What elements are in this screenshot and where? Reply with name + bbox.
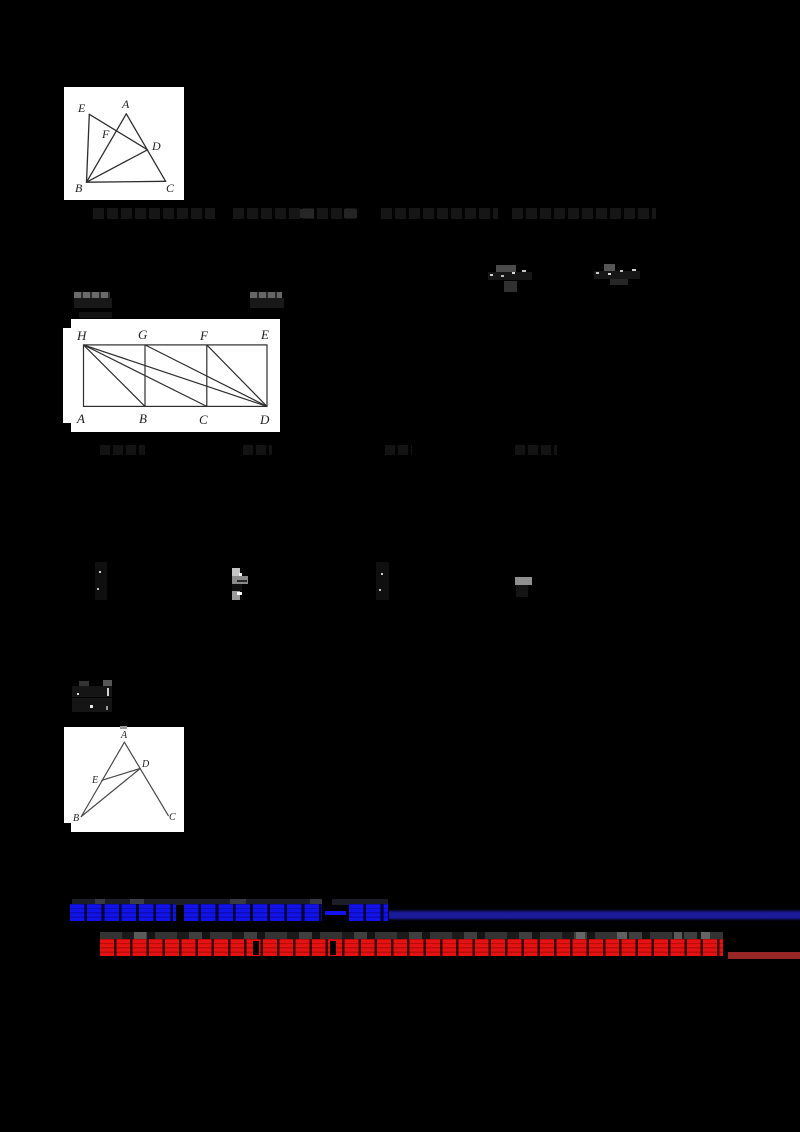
svg-text:D: D [259,412,270,427]
svg-text:E: E [91,775,98,786]
svg-text:C: C [169,812,176,823]
svg-text:E: E [77,101,86,115]
svg-text:A: A [121,97,130,111]
svg-text:D: D [151,139,161,153]
svg-text:C: C [166,181,175,195]
svg-text:B: B [73,813,79,824]
svg-text:F: F [199,328,209,343]
svg-text:C: C [199,412,208,427]
svg-text:B: B [139,411,147,426]
svg-text:A: A [120,730,128,741]
svg-text:E: E [260,327,269,342]
svg-text:D: D [141,759,150,770]
svg-text:B: B [75,181,83,195]
svg-text:G: G [138,327,148,342]
svg-text:F: F [101,127,110,141]
svg-text:H: H [76,328,87,343]
svg-text:A: A [76,411,85,426]
